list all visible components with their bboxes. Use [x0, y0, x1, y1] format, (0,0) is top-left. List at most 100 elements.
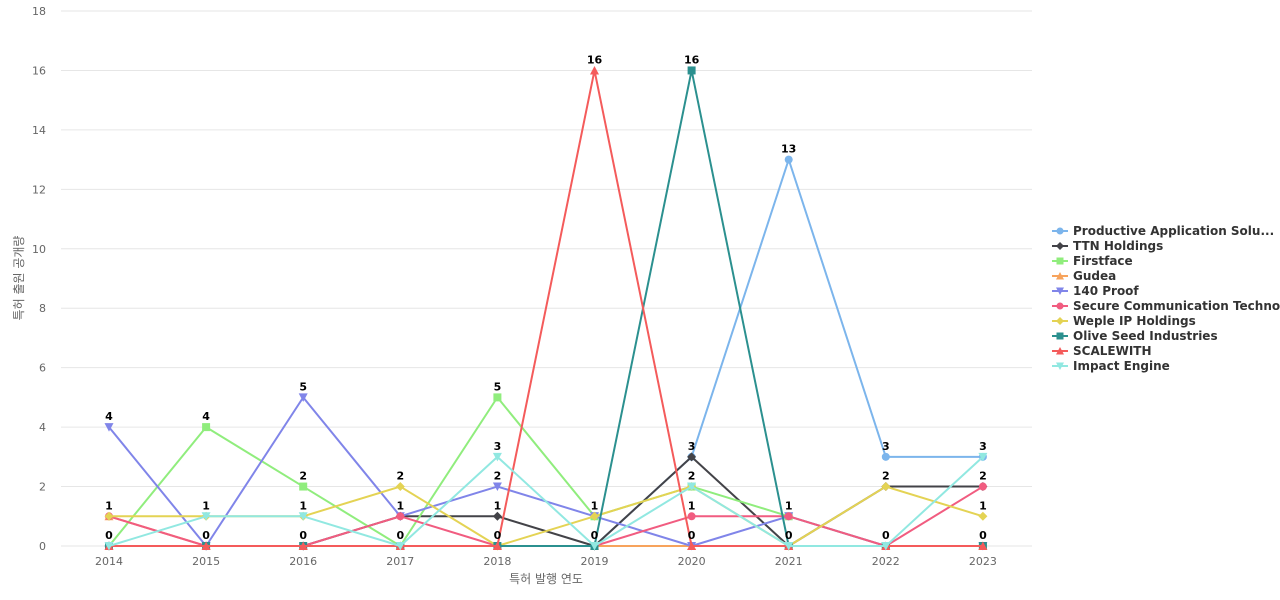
legend-label: Olive Seed Industries	[1073, 329, 1218, 343]
data-label: 0	[591, 529, 599, 542]
x-tick-label: 2014	[95, 555, 123, 568]
data-label: 3	[882, 440, 890, 453]
data-point	[298, 512, 308, 521]
data-label: 5	[299, 380, 307, 393]
series-line	[109, 158, 983, 547]
series-line	[108, 396, 983, 547]
x-axis-title: 특허 발행 연도	[509, 571, 583, 586]
legend-marker	[1056, 287, 1064, 295]
data-label: 0	[979, 529, 987, 542]
series-line	[108, 455, 984, 547]
data-label: 1	[591, 499, 599, 512]
legend-item: Firstface	[1052, 254, 1133, 268]
data-label: 3	[979, 440, 987, 453]
data-point	[978, 452, 988, 462]
data-label: 16	[587, 53, 603, 66]
legend-label: Firstface	[1073, 254, 1133, 268]
data-point	[590, 542, 599, 551]
grid-lines	[61, 10, 1032, 547]
data-label: 1	[979, 499, 987, 512]
data-label: 0	[396, 529, 404, 542]
data-label: 3	[688, 440, 696, 453]
data-point	[492, 482, 502, 492]
data-point	[202, 423, 211, 432]
data-label: 1	[299, 499, 307, 512]
legend-label: TTN Holdings	[1073, 239, 1163, 253]
y-tick-label: 8	[39, 302, 46, 315]
data-label: 4	[105, 410, 113, 423]
data-label: 4	[202, 410, 210, 423]
data-label: 1	[494, 499, 502, 512]
data-point	[687, 452, 697, 462]
data-label: 16	[684, 53, 700, 66]
legend-item: Impact Engine	[1052, 359, 1170, 373]
data-point	[784, 512, 793, 521]
legend-label: 140 Proof	[1073, 284, 1139, 298]
data-point	[492, 452, 502, 462]
legend-item: Secure Communication Techno...	[1052, 299, 1280, 313]
data-point	[590, 65, 599, 75]
legend-marker	[1056, 317, 1064, 325]
data-point	[590, 511, 599, 521]
data-point	[978, 482, 987, 491]
legend-item: Gudea	[1052, 269, 1116, 283]
data-point	[784, 155, 793, 164]
data-point	[687, 482, 697, 492]
data-point	[492, 511, 502, 521]
y-tick-label: 14	[32, 124, 46, 137]
y-axis-ticks: 0 2 4 6 8 10 12 14 16 18	[32, 5, 46, 553]
data-point	[687, 541, 697, 550]
legend-marker	[1056, 347, 1064, 355]
legend-label: Productive Application Solu...	[1073, 224, 1274, 238]
data-point	[881, 542, 891, 551]
data-label: 2	[299, 470, 307, 483]
data-label: 0	[494, 529, 502, 542]
legend-label: Secure Communication Techno...	[1073, 299, 1280, 313]
y-tick-label: 2	[39, 481, 46, 494]
data-point	[492, 541, 502, 550]
x-tick-label: 2020	[678, 555, 706, 568]
legend-marker	[1056, 332, 1064, 340]
y-tick-label: 18	[32, 5, 46, 18]
series-3	[105, 393, 987, 550]
data-label: 0	[299, 529, 307, 542]
legend-label: Impact Engine	[1073, 359, 1170, 373]
legend-marker	[1056, 257, 1064, 265]
data-point	[687, 512, 696, 521]
legend-marker	[1056, 242, 1064, 250]
y-tick-label: 12	[32, 183, 46, 196]
data-label: 1	[785, 499, 793, 512]
x-tick-label: 2015	[192, 555, 220, 568]
legend-item: Productive Application Solu...	[1052, 224, 1274, 238]
data-point	[104, 423, 114, 432]
x-tick-label: 2021	[775, 555, 803, 568]
data-point	[201, 512, 211, 521]
y-tick-label: 0	[39, 540, 46, 553]
data-point	[881, 452, 890, 461]
legend-marker	[1056, 227, 1064, 235]
legend-item: TTN Holdings	[1052, 239, 1163, 253]
data-label: 0	[785, 529, 793, 542]
data-label: 0	[202, 529, 210, 542]
series-line	[108, 396, 983, 547]
series-1	[105, 155, 987, 550]
data-label: 0	[105, 529, 113, 542]
data-label: 2	[688, 470, 696, 483]
data-point	[395, 542, 405, 551]
x-axis-ticks: 2014 2015 2016 2017 2018 2019 2020 2021 2022 2023	[95, 555, 997, 568]
legend-item: 140 Proof	[1052, 284, 1139, 298]
legend-marker	[1056, 362, 1064, 370]
data-point	[298, 541, 308, 550]
x-tick-label: 2017	[386, 555, 414, 568]
legend-item: Olive Seed Industries	[1052, 329, 1218, 343]
series-lines	[104, 65, 988, 551]
data-point	[687, 66, 696, 75]
data-label: 0	[882, 529, 890, 542]
data-label: 13	[781, 143, 796, 156]
data-point	[395, 482, 405, 492]
data-point	[299, 482, 308, 491]
y-tick-label: 16	[32, 64, 46, 77]
legend-label: Gudea	[1073, 269, 1116, 283]
y-tick-label: 6	[39, 362, 46, 375]
